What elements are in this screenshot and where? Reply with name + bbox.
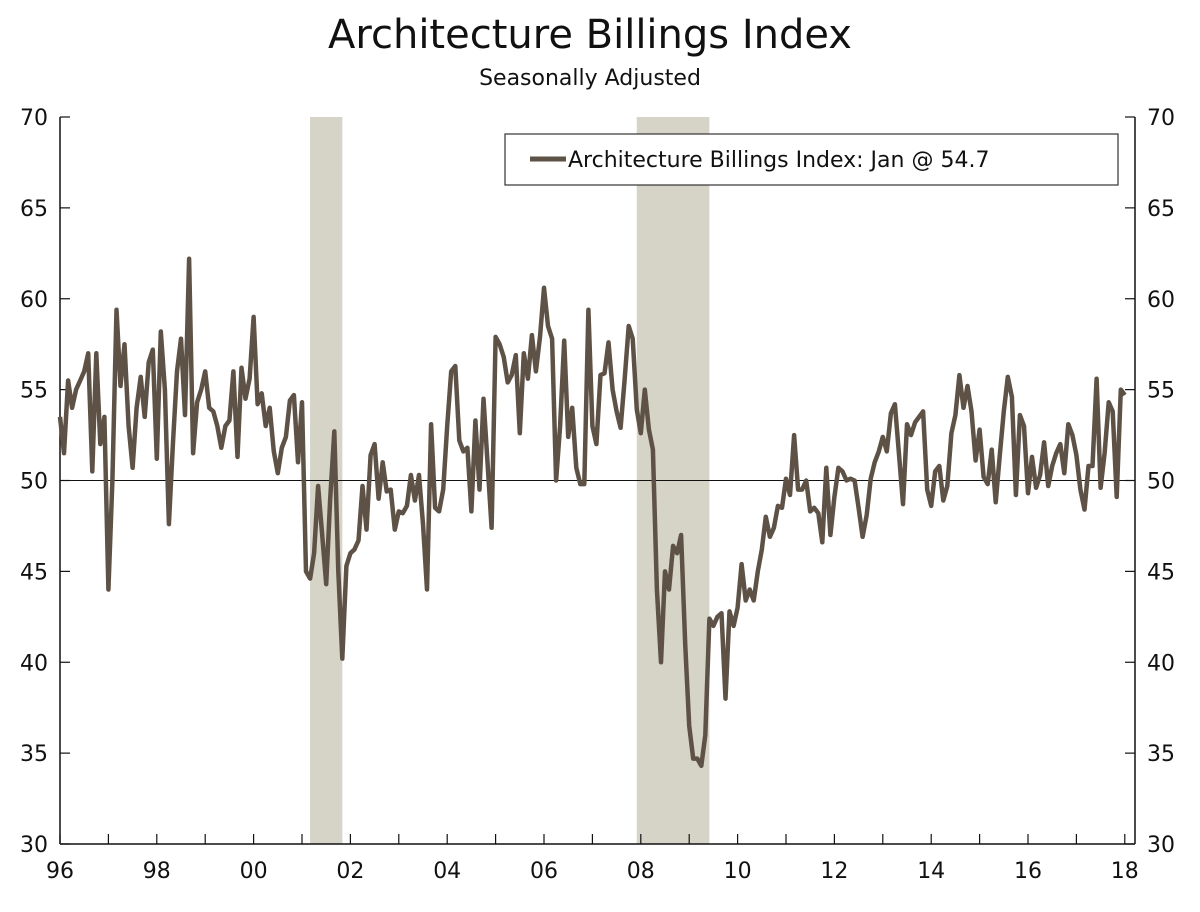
- legend: Architecture Billings Index: Jan @ 54.7: [504, 133, 1119, 186]
- x-tick-label: 06: [530, 859, 558, 884]
- chart-subtitle: Seasonally Adjusted: [479, 66, 701, 91]
- y-tick-label-right: 60: [1147, 288, 1175, 313]
- x-tick-label: 02: [336, 859, 364, 884]
- y-tick-label-left: 70: [20, 106, 48, 131]
- y-tick-label-right: 30: [1147, 833, 1175, 858]
- x-tick-label: 14: [917, 859, 945, 884]
- x-tick-label: 18: [1111, 859, 1139, 884]
- y-tick-label-left: 30: [20, 833, 48, 858]
- abi-series-line: [57, 256, 1127, 769]
- x-tick-label: 96: [46, 859, 74, 884]
- x-tick-label: 10: [724, 859, 752, 884]
- x-tick-label: 98: [143, 859, 171, 884]
- y-tick-label-left: 35: [20, 742, 48, 767]
- y-tick-label-right: 55: [1147, 379, 1175, 404]
- chart-title: Architecture Billings Index: [328, 12, 852, 58]
- y-tick-label-right: 35: [1147, 742, 1175, 767]
- y-tick-label-left: 60: [20, 288, 48, 313]
- y-tick-label-left: 50: [20, 470, 48, 495]
- y-tick-label-left: 45: [20, 560, 48, 585]
- x-tick-label: 16: [1014, 859, 1042, 884]
- x-tick-label: 00: [240, 859, 268, 884]
- y-tick-label-right: 65: [1147, 197, 1175, 222]
- y-tick-label-right: 50: [1147, 470, 1175, 495]
- y-tick-label-left: 55: [20, 379, 48, 404]
- x-tick-label: 04: [433, 859, 461, 884]
- y-tick-label-left: 40: [20, 651, 48, 676]
- x-tick-label: 12: [820, 859, 848, 884]
- y-tick-label-left: 65: [20, 197, 48, 222]
- y-tick-label-right: 70: [1147, 106, 1175, 131]
- legend-label: Architecture Billings Index: Jan @ 54.7: [568, 148, 989, 173]
- y-tick-label-right: 45: [1147, 560, 1175, 585]
- x-tick-label: 08: [627, 859, 655, 884]
- y-tick-label-right: 40: [1147, 651, 1175, 676]
